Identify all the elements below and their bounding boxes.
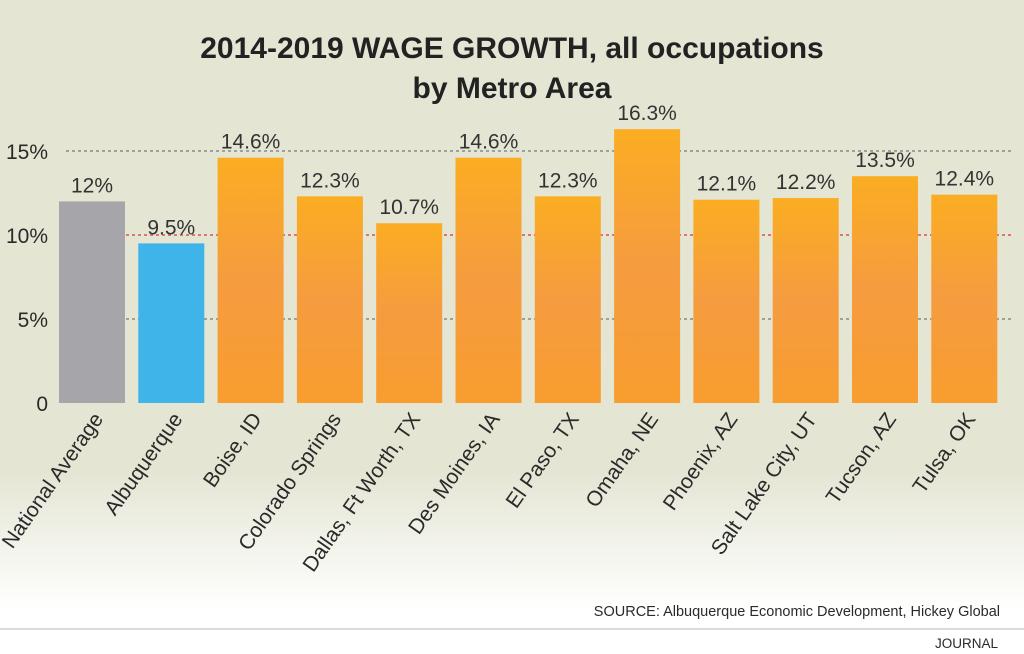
bar-boise-id bbox=[217, 157, 284, 403]
y-tick-label: 10% bbox=[6, 225, 48, 248]
data-label: 14.6% bbox=[221, 131, 281, 154]
publisher-credit: JOURNAL bbox=[935, 636, 999, 651]
data-label: 12.3% bbox=[300, 169, 360, 192]
x-tick-label: National Average bbox=[0, 409, 108, 553]
data-label: 16.3% bbox=[617, 102, 677, 125]
y-axis-ticks: 0 5% 10% 15% bbox=[6, 141, 48, 416]
x-tick-label: Boise, ID bbox=[199, 409, 267, 492]
x-tick-label: Phoenix, AZ bbox=[659, 409, 743, 515]
bar-phoenix-az bbox=[693, 199, 760, 403]
data-label: 12.3% bbox=[538, 169, 598, 192]
data-label: 10.7% bbox=[379, 196, 439, 219]
data-label: 13.5% bbox=[855, 149, 915, 172]
bar-tucson-az bbox=[852, 176, 918, 403]
bars bbox=[59, 129, 998, 403]
data-label: 12% bbox=[71, 174, 113, 197]
chart-title-line1: 2014-2019 WAGE GROWTH, all occupations bbox=[200, 32, 824, 65]
y-tick-label: 15% bbox=[6, 141, 48, 164]
data-label: 12.1% bbox=[697, 173, 757, 196]
bar-colorado-springs bbox=[296, 196, 363, 403]
bar-omaha-ne bbox=[614, 129, 681, 403]
x-tick-label: Albuquerque bbox=[100, 409, 187, 520]
bar-dallas-ft-worth-tx bbox=[376, 223, 443, 403]
bar-national-average bbox=[59, 201, 125, 403]
data-label: 12.4% bbox=[935, 168, 995, 191]
y-tick-label: 0 bbox=[36, 393, 48, 416]
x-tick-label: El Paso, TX bbox=[502, 409, 584, 513]
data-label: 9.5% bbox=[147, 216, 195, 239]
bar-albuquerque bbox=[138, 243, 205, 403]
data-label: 12.2% bbox=[776, 171, 836, 194]
bar-des-moines-ia bbox=[455, 157, 522, 403]
bar-tulsa-ok bbox=[931, 194, 998, 403]
bar-salt-lake-city-ut bbox=[772, 198, 839, 403]
bar-el-paso-tx bbox=[534, 196, 601, 403]
chart-title-line2: by Metro Area bbox=[413, 72, 612, 105]
y-tick-label: 5% bbox=[18, 309, 48, 332]
data-label: 14.6% bbox=[459, 131, 519, 154]
x-tick-label: Tulsa, OK bbox=[908, 409, 980, 498]
x-tick-label: Tucson, AZ bbox=[822, 409, 901, 509]
source-note: SOURCE: Albuquerque Economic Development… bbox=[594, 604, 1000, 620]
data-labels: 12% 9.5% 14.6% 12.3% 10.7% 14.6% 12.3% 16.3% 12.… bbox=[71, 102, 994, 239]
x-tick-label: Omaha, NE bbox=[581, 409, 663, 512]
